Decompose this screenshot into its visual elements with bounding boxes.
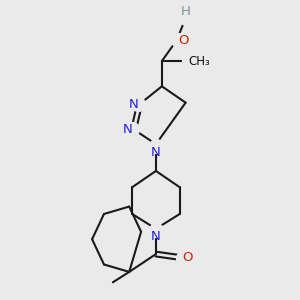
Text: O: O bbox=[178, 34, 189, 47]
Text: N: N bbox=[122, 123, 132, 136]
Text: O: O bbox=[183, 251, 193, 264]
Text: H: H bbox=[181, 5, 190, 18]
Text: N: N bbox=[151, 230, 161, 243]
Text: N: N bbox=[151, 146, 161, 159]
Text: N: N bbox=[128, 98, 138, 111]
Text: CH₃: CH₃ bbox=[189, 55, 210, 68]
